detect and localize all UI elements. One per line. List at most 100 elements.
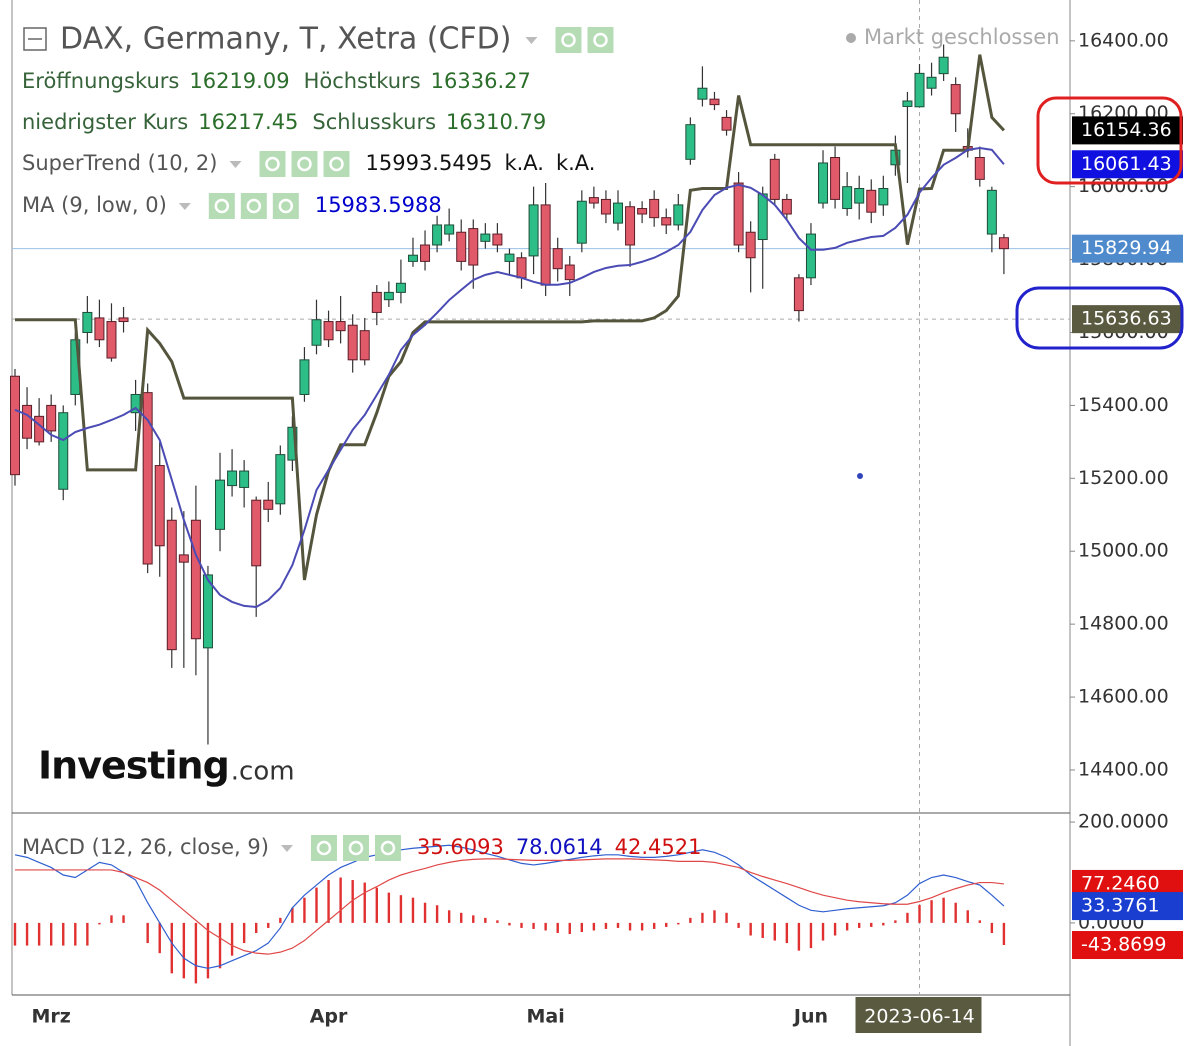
macd-histogram-bar — [267, 922, 270, 928]
value-tag — [1072, 116, 1183, 145]
crosshair-date-label: 2023-06-14 — [864, 1006, 974, 1028]
macd-histogram-bar — [170, 922, 173, 974]
legend-icon[interactable] — [555, 27, 582, 53]
macd-histogram-bar — [387, 892, 391, 923]
macd-histogram-bar — [544, 922, 547, 931]
legend-text: Schlusskurs — [312, 110, 436, 134]
candle-body — [588, 197, 599, 204]
value-tag — [1072, 931, 1183, 960]
macd-histogram-bar — [255, 922, 258, 933]
macd-histogram-bar — [568, 922, 571, 934]
macd-histogram-bar — [351, 880, 354, 923]
candle-body — [613, 202, 623, 224]
y-tick-label: 16000.00 — [1078, 175, 1169, 197]
macd-histogram-bar — [37, 922, 41, 946]
x-tick-label: Jun — [792, 1006, 828, 1028]
legend-icon[interactable] — [342, 835, 369, 861]
macd-histogram-bar — [291, 907, 294, 923]
candle-body — [926, 76, 937, 89]
macd-histogram-bar — [858, 922, 861, 928]
dropdown-arrow[interactable] — [178, 203, 191, 210]
plot: 14400.00 14600.00 14800.00 15000.00 15200.00… — [10, 0, 1183, 1033]
candle-body — [456, 231, 467, 262]
macd-histogram-bar — [882, 922, 885, 926]
candle-body — [576, 200, 587, 244]
candle-body — [998, 237, 1009, 250]
candle-body — [842, 186, 853, 210]
legend-icon-glyph — [214, 198, 230, 214]
macd-histogram-bar — [194, 922, 198, 984]
macd-histogram-bar — [242, 922, 246, 944]
indicator-line — [14, 147, 1005, 609]
candle-body — [504, 253, 515, 262]
candle-body — [986, 189, 997, 235]
legend-icon[interactable] — [323, 151, 350, 177]
macd-histogram-bar — [158, 922, 161, 954]
candle-body — [745, 231, 756, 259]
candle-body — [154, 465, 165, 547]
legend-icon[interactable] — [240, 193, 267, 219]
y2-tick-label: 200.0000 — [1078, 811, 1169, 833]
watermark-suffix: .com — [231, 757, 295, 787]
status: Markt geschlossen — [864, 25, 1060, 49]
legend-icon[interactable] — [208, 193, 235, 219]
collapse-icon[interactable] — [23, 27, 47, 51]
macd-histogram-bar — [49, 922, 53, 946]
candle-body — [359, 330, 370, 361]
candle-body — [347, 324, 358, 361]
macd-histogram-bar — [484, 917, 487, 923]
legend-icon[interactable] — [259, 151, 286, 177]
dot — [857, 473, 863, 479]
candle-body — [202, 574, 213, 649]
candle-body — [516, 257, 527, 279]
legend-icon[interactable] — [587, 27, 614, 53]
candle-body — [757, 193, 768, 241]
legend-icon-glyph — [297, 156, 312, 172]
candle-body — [227, 470, 238, 487]
macd-line — [15, 858, 1004, 955]
dropdown-arrow[interactable] — [229, 161, 242, 168]
dropdown-arrow[interactable] — [280, 845, 293, 852]
candle-body — [10, 375, 20, 476]
candle-body — [215, 479, 226, 530]
candle-body — [697, 87, 708, 100]
legend-text: 16217.45 — [198, 110, 298, 134]
macd-histogram-bar — [677, 922, 680, 925]
candle-body — [311, 319, 322, 346]
value-tag — [1072, 305, 1183, 334]
candle-body — [830, 156, 841, 200]
macd-histogram-bar — [592, 922, 596, 931]
legend-icon[interactable] — [272, 193, 299, 219]
legend-icon[interactable] — [374, 835, 401, 861]
candle-body — [492, 233, 503, 246]
legend-icon[interactable] — [291, 151, 318, 177]
macd-histogram-bar — [797, 922, 801, 951]
candle-body — [793, 277, 804, 312]
macd-histogram-bar — [652, 922, 656, 929]
macd-histogram-bar — [315, 887, 318, 923]
candle-body — [142, 392, 153, 565]
candle-body — [564, 264, 575, 281]
legend-text: 15983.5988 — [315, 193, 442, 217]
legend-icon-glyph — [348, 840, 364, 856]
macd-histogram-bar — [978, 920, 981, 923]
macd-histogram-bar — [206, 922, 210, 979]
y-tick-label: 15400.00 — [1078, 394, 1169, 416]
legend-icon[interactable] — [310, 835, 337, 861]
macd-histogram-bar — [918, 904, 921, 923]
legend-text: Eröffnungskurs — [22, 69, 179, 93]
y-tick-label: 15000.00 — [1078, 540, 1169, 562]
macd-histogram-bar — [1002, 922, 1006, 946]
candle-body — [251, 499, 262, 567]
value-tag — [1072, 150, 1183, 179]
macd-histogram-bar — [460, 912, 463, 923]
x-tick-label: Apr — [310, 1006, 348, 1028]
dropdown-arrow[interactable] — [525, 37, 538, 44]
value-tag-label: 15636.63 — [1081, 308, 1172, 330]
candle-body — [854, 187, 865, 204]
x-tick-label: Mrz — [32, 1006, 71, 1028]
macd-histogram-bar — [447, 910, 451, 923]
legend-icon-glyph — [278, 198, 294, 214]
macd-histogram-bar — [532, 922, 535, 929]
